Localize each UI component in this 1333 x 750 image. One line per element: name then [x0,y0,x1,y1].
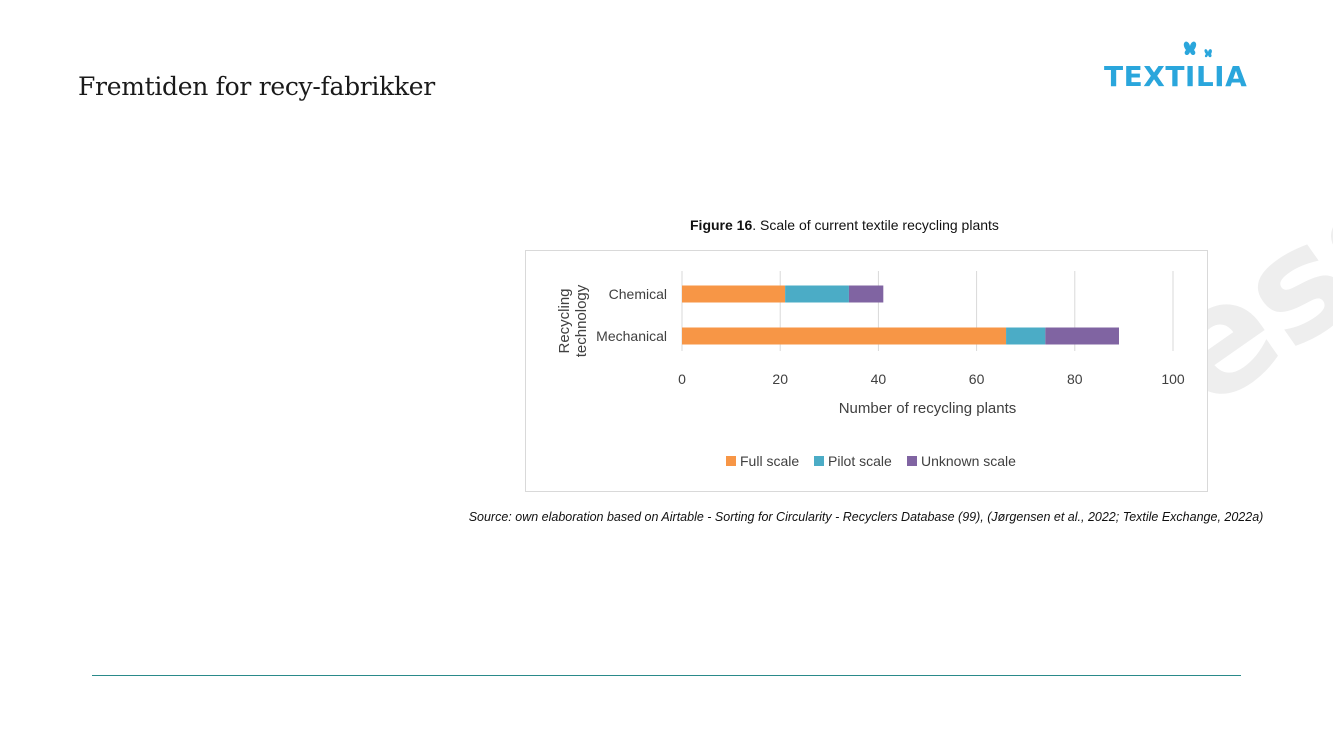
source-note: Source: own elaboration based on Airtabl… [468,510,1264,524]
footer-divider [92,675,1241,676]
legend-label: Pilot scale [828,453,892,469]
x-tick-label: 80 [1067,371,1083,387]
slide-title: Fremtiden for recy-fabrikker [78,72,435,101]
x-tick-label: 60 [969,371,985,387]
x-tick-label: 40 [871,371,887,387]
legend-swatch [907,456,917,466]
x-tick-label: 0 [678,371,686,387]
legend-label: Full scale [740,453,799,469]
stacked-bar-chart: 0 20 40 60 80 100 Chemical Mechanical Recyclingt… [556,271,1185,469]
bar-segment [848,285,884,303]
figure-caption-text: . Scale of current textile recycling pla… [752,217,999,233]
x-tick-label: 100 [1161,371,1185,387]
legend-swatch [726,456,736,466]
figure-caption: Figure 16. Scale of current textile recy… [690,217,999,233]
category-label: Chemical [609,286,667,302]
bar-segment [785,285,849,303]
chart-container: 0 20 40 60 80 100 Chemical Mechanical Recyclingt… [525,250,1208,492]
x-tick-label: 20 [772,371,788,387]
figure-label: Figure 16 [690,217,753,233]
logo-text: TEXTILIA [1104,60,1248,93]
bar-segment [1006,327,1046,345]
butterfly-icon [1183,41,1212,58]
bar-segment [682,327,1007,345]
y-axis-title: Recyclingtechnology [556,284,590,357]
legend-swatch [814,456,824,466]
bar-segment [1045,327,1119,345]
legend-label: Unknown scale [921,453,1016,469]
textilia-logo: TEXTILIA [1100,38,1250,98]
x-axis-title: Number of recycling plants [839,400,1017,417]
category-label: Mechanical [596,328,667,344]
bar-segment [682,285,786,303]
